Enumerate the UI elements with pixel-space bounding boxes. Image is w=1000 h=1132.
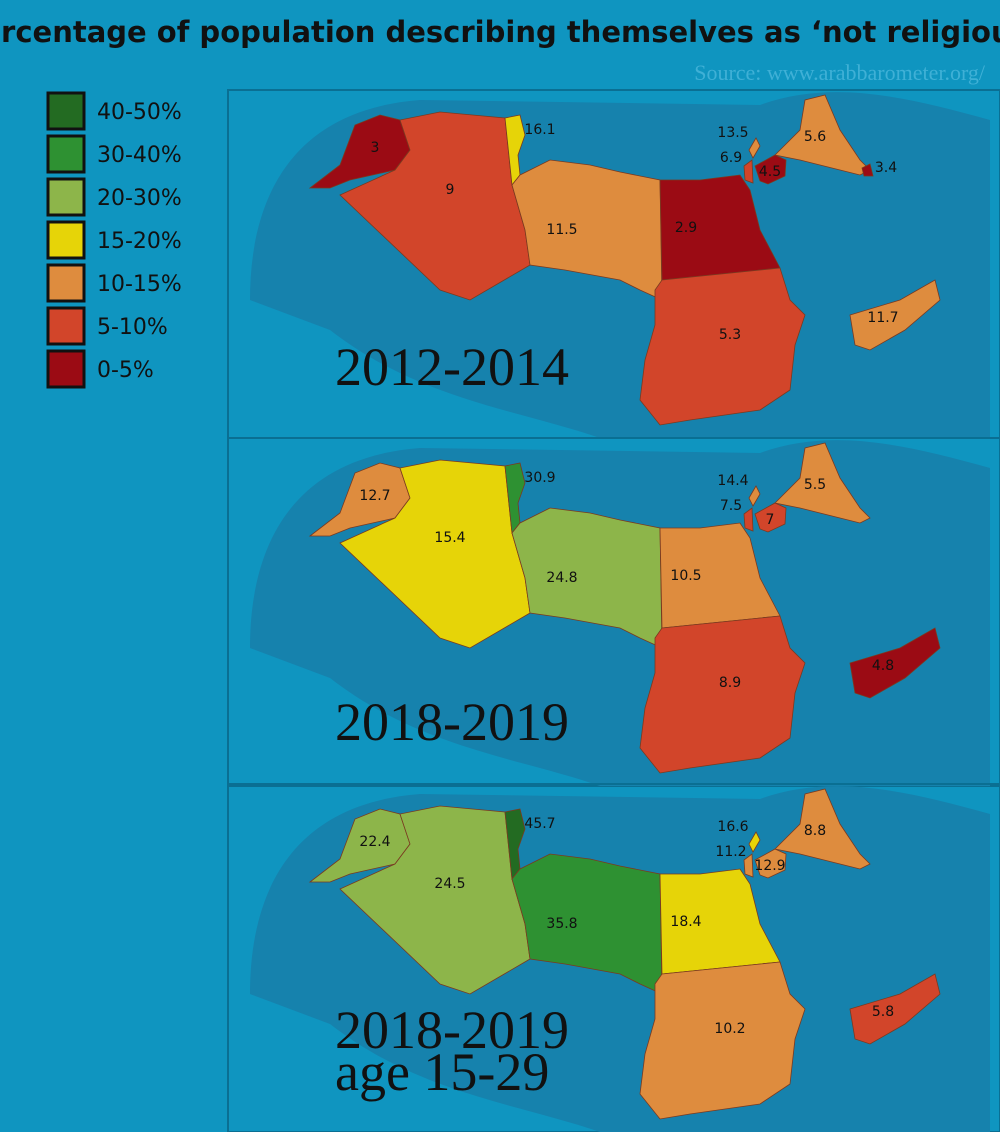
region-value: 5.3 (719, 327, 741, 343)
map-panel: 12.7 15.4 30.9 24.8 10.5 8.9 14.4 7.5 7 5.5 4.8 (227, 437, 1000, 787)
region (748, 831, 761, 853)
region (639, 961, 806, 1120)
region-value: 7 (766, 512, 775, 528)
region (639, 267, 806, 426)
region-value: 13.5 (717, 125, 748, 141)
legend-label: 10-15% (97, 272, 182, 297)
legend-swatch (46, 91, 86, 131)
legend-swatch (46, 263, 86, 303)
region-value: 8.8 (804, 823, 826, 839)
region (849, 973, 941, 1045)
region (774, 442, 871, 524)
legend-swatch (46, 349, 86, 389)
region (743, 853, 754, 878)
region-value: 10.5 (670, 568, 701, 584)
region (639, 615, 806, 774)
region (849, 627, 941, 699)
region-value: 11.2 (715, 844, 746, 860)
region-value: 3 (371, 140, 380, 156)
period-label: 2018-2019 (335, 692, 569, 752)
period-label: 2012-2014 (335, 337, 569, 397)
legend-label: 30-40% (97, 143, 182, 168)
legend-label: 15-20% (97, 229, 182, 254)
region-value: 24.5 (434, 876, 465, 892)
region-value: 11.5 (546, 222, 577, 238)
region (849, 279, 941, 351)
region-value: 14.4 (717, 473, 748, 489)
region-value: 45.7 (524, 816, 555, 832)
region-value: 4.8 (872, 658, 894, 674)
region-value: 35.8 (546, 916, 577, 932)
region (774, 788, 871, 870)
legend-label: 40-50% (97, 100, 182, 125)
region-value: 16.1 (524, 122, 555, 138)
legend-swatch (46, 177, 86, 217)
region-value: 5.8 (872, 1004, 894, 1020)
map-panel: 3 9 16.1 11.5 2.9 5.3 13.5 6.9 4.5 5.6 3.4 11.7 (227, 89, 1000, 439)
region-value: 24.8 (546, 570, 577, 586)
region (743, 159, 754, 184)
legend-label: 20-30% (97, 186, 182, 211)
region-value: 6.9 (720, 150, 742, 166)
region-value: 8.9 (719, 675, 741, 691)
panel-frame (227, 783, 1000, 1132)
region-value: 30.9 (524, 470, 555, 486)
region-value: 11.7 (867, 310, 898, 326)
region (861, 163, 874, 177)
region (748, 485, 761, 507)
region-value: 3.4 (875, 160, 897, 176)
region-value: 4.5 (759, 164, 781, 180)
region (774, 94, 871, 176)
legend-swatch (46, 220, 86, 260)
legend-label: 5-10% (97, 315, 168, 340)
legend-swatch (46, 306, 86, 346)
source: Source: www.arabbarometer.org/ (694, 60, 986, 85)
region (748, 137, 761, 159)
region-value: 15.4 (434, 530, 465, 546)
region-value: 9 (446, 182, 455, 198)
region-value: 16.6 (717, 819, 748, 835)
region-value: 10.2 (714, 1021, 745, 1037)
maps: 3 9 16.1 11.5 2.9 5.3 13.5 6.9 4.5 5.6 3.4 11.7 12.7… (227, 89, 1000, 1132)
region-value: 5.5 (804, 477, 826, 493)
region-value: 2.9 (675, 220, 697, 236)
legend: 40-50% 30-40% 20-30% 15-20% 10-15% 5-10% 0-5% (46, 91, 182, 389)
title: Percentage of population describing them… (0, 15, 1000, 49)
region-value: 12.9 (754, 858, 785, 874)
map-panel: 22.4 24.5 45.7 35.8 18.4 10.2 16.6 11.2 12.9 8.8 5… (227, 783, 1000, 1132)
region-value: 5.6 (804, 129, 826, 145)
region (743, 507, 754, 532)
legend-swatch (46, 134, 86, 174)
region-value: 22.4 (359, 834, 390, 850)
region-value: 7.5 (720, 498, 742, 514)
period-subtitle: age 15-29 (335, 1042, 549, 1102)
period-label: 2018-2019 (335, 1000, 569, 1060)
region-value: 18.4 (670, 914, 701, 930)
region-value: 12.7 (359, 488, 390, 504)
legend-label: 0-5% (97, 358, 154, 383)
